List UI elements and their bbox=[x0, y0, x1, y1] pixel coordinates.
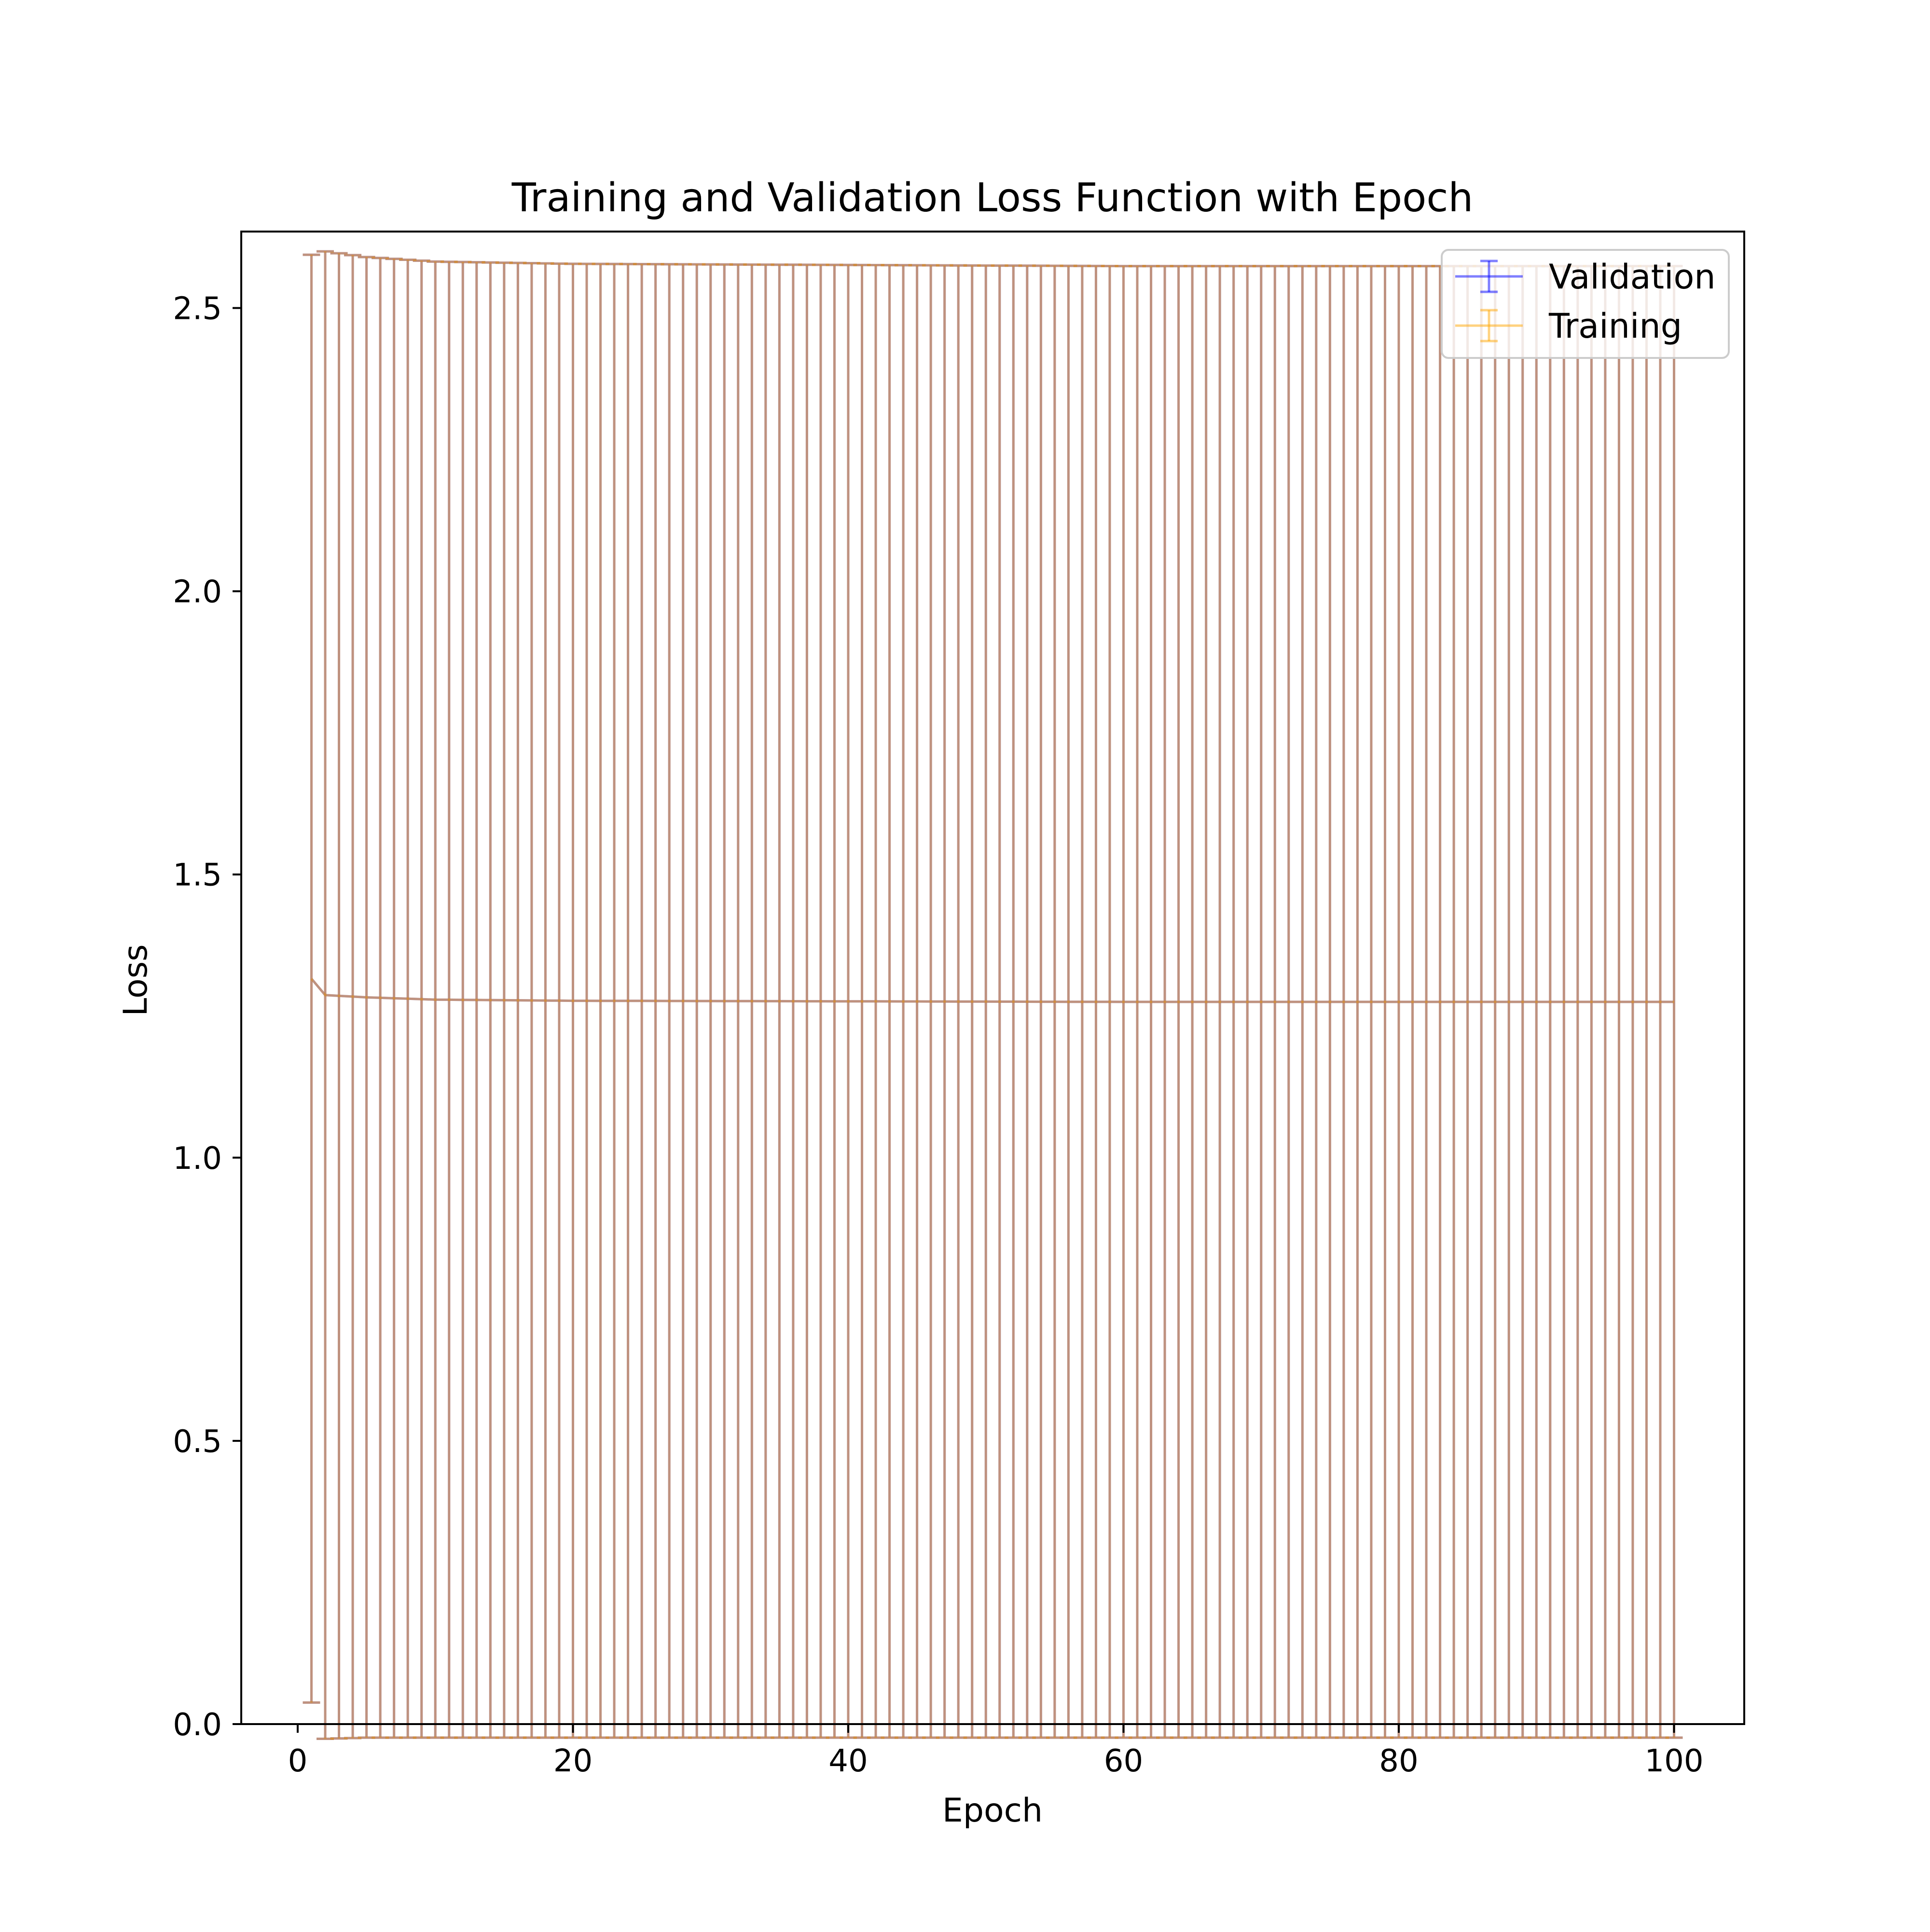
legend-training-label: Training bbox=[1548, 306, 1682, 346]
legend-item-validation: Validation bbox=[1455, 257, 1716, 297]
legend-validation-label: Validation bbox=[1549, 257, 1716, 297]
x-tick-label: 60 bbox=[1104, 1743, 1143, 1779]
x-axis: 0 20 40 60 80 100 bbox=[288, 1724, 1704, 1779]
y-tick-label: 2.5 bbox=[173, 291, 222, 327]
y-tick-label: 0.5 bbox=[173, 1424, 222, 1460]
chart-title: Training and Validation Loss Function wi… bbox=[511, 175, 1474, 221]
y-tick-label: 2.0 bbox=[173, 575, 222, 610]
x-tick-label: 20 bbox=[553, 1743, 593, 1779]
y-tick-label: 0.0 bbox=[173, 1707, 222, 1743]
plot-area bbox=[303, 250, 1683, 1740]
y-axis-label: Loss bbox=[117, 944, 155, 1016]
x-tick-label: 0 bbox=[288, 1743, 308, 1779]
x-tick-label: 80 bbox=[1379, 1743, 1418, 1779]
x-axis-label: Epoch bbox=[942, 1792, 1043, 1830]
training-line bbox=[310, 978, 1674, 1003]
x-tick-label: 40 bbox=[828, 1743, 868, 1779]
x-tick-label: 100 bbox=[1644, 1743, 1703, 1779]
y-axis: 0.0 0.5 1.0 1.5 2.0 2.5 bbox=[173, 291, 241, 1743]
series-training bbox=[303, 250, 1683, 1740]
axes-frame bbox=[240, 231, 1745, 1725]
y-tick-label: 1.0 bbox=[173, 1141, 222, 1177]
y-tick-label: 1.5 bbox=[173, 858, 222, 893]
legend-item-training: Training bbox=[1455, 306, 1682, 346]
legend: Validation Training bbox=[1441, 249, 1730, 359]
